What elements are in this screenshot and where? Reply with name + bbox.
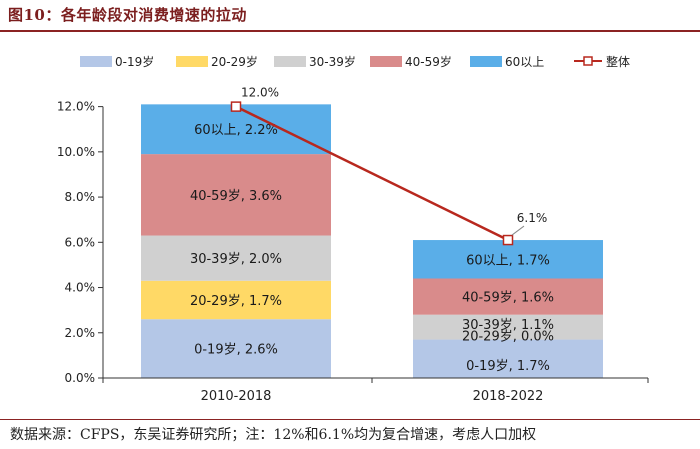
- x-axis: 2010-2018 2018-2022: [102, 377, 649, 404]
- segment-label: 40-59岁, 1.6%: [462, 291, 554, 306]
- total-line-marker: [230, 101, 242, 112]
- total-line-label: 12.0%: [241, 86, 279, 100]
- y-tick-label: 10.0%: [57, 145, 95, 159]
- legend-label: 60以上: [505, 55, 544, 69]
- total-line-label: 6.1%: [517, 211, 548, 225]
- y-tick-label: 6.0%: [65, 235, 96, 249]
- segment-label: 20-29岁, 0.0%: [462, 330, 554, 345]
- bar-segment: [141, 104, 331, 155]
- legend-swatch: [370, 56, 402, 67]
- bar-segment: [141, 235, 331, 281]
- legend-label: 30-39岁: [309, 54, 356, 69]
- legend-swatch: [80, 56, 112, 67]
- bar-stacks: [141, 104, 603, 378]
- segment-label: 30-39岁, 1.1%: [462, 318, 554, 333]
- x-tick-label: 2010-2018: [201, 389, 272, 404]
- figure-title: 图10：各年龄段对消费增速的拉动: [8, 6, 247, 24]
- source-note: 数据来源：CFPS，东吴证券研究所；注：12%和6.1%均为复合增速，考虑人口加…: [10, 427, 537, 443]
- legend-label: 0-19岁: [115, 54, 154, 69]
- bar-segment: [141, 280, 331, 320]
- legend-swatch: [274, 56, 306, 67]
- legend-line-square: [583, 56, 593, 66]
- bar-segment: [141, 154, 331, 236]
- bar-segment: [413, 278, 603, 315]
- y-axis: 0.0% 2.0% 4.0% 6.0% 8.0% 10.0% 12.0%: [57, 100, 104, 385]
- legend-label: 40-59岁: [405, 54, 452, 69]
- legend-swatch: [470, 56, 502, 67]
- y-tick-label: 0.0%: [65, 371, 96, 385]
- chart-legend: 0-19岁 20-29岁 30-39岁 40-59岁 60以上 整体: [80, 54, 630, 69]
- segment-label: 60以上, 2.2%: [194, 123, 278, 138]
- segment-label: 60以上, 1.7%: [466, 253, 550, 268]
- bar-segment: [141, 319, 331, 378]
- segment-label: 30-39岁, 2.0%: [190, 252, 282, 267]
- total-line-leader: [511, 225, 525, 236]
- segment-label: 0-19岁, 2.6%: [194, 343, 278, 358]
- legend-swatch: [176, 56, 208, 67]
- legend-label: 整体: [606, 54, 630, 69]
- segment-label: 40-59岁, 3.6%: [190, 189, 282, 204]
- bar-segment: [413, 339, 603, 378]
- y-tick-label: 12.0%: [57, 100, 95, 114]
- bar-segment: [413, 314, 603, 340]
- title-divider: [0, 30, 700, 32]
- x-tick-label: 2018-2022: [473, 389, 544, 404]
- segment-label: 20-29岁, 1.7%: [190, 294, 282, 309]
- total-line-marker: [502, 234, 514, 246]
- y-tick-label: 4.0%: [65, 281, 96, 295]
- y-tick-label: 2.0%: [65, 326, 96, 340]
- total-line-path: [235, 105, 509, 242]
- y-tick-label: 8.0%: [65, 190, 96, 204]
- legend-label: 20-29岁: [211, 54, 258, 69]
- segment-labels: 0-19岁, 2.6% 20-29岁, 1.7% 30-39岁, 2.0% 40-59…: [190, 123, 554, 374]
- stacked-bar-chart: 0-19岁 20-29岁 30-39岁 40-59岁 60以上 整体 0.0% 2.0% 4.…: [57, 54, 649, 404]
- source-divider: [0, 419, 700, 420]
- segment-label: 0-19岁, 1.7%: [466, 359, 550, 374]
- total-line: 12.0% 6.1%: [230, 86, 548, 246]
- bar-segment: [413, 240, 603, 279]
